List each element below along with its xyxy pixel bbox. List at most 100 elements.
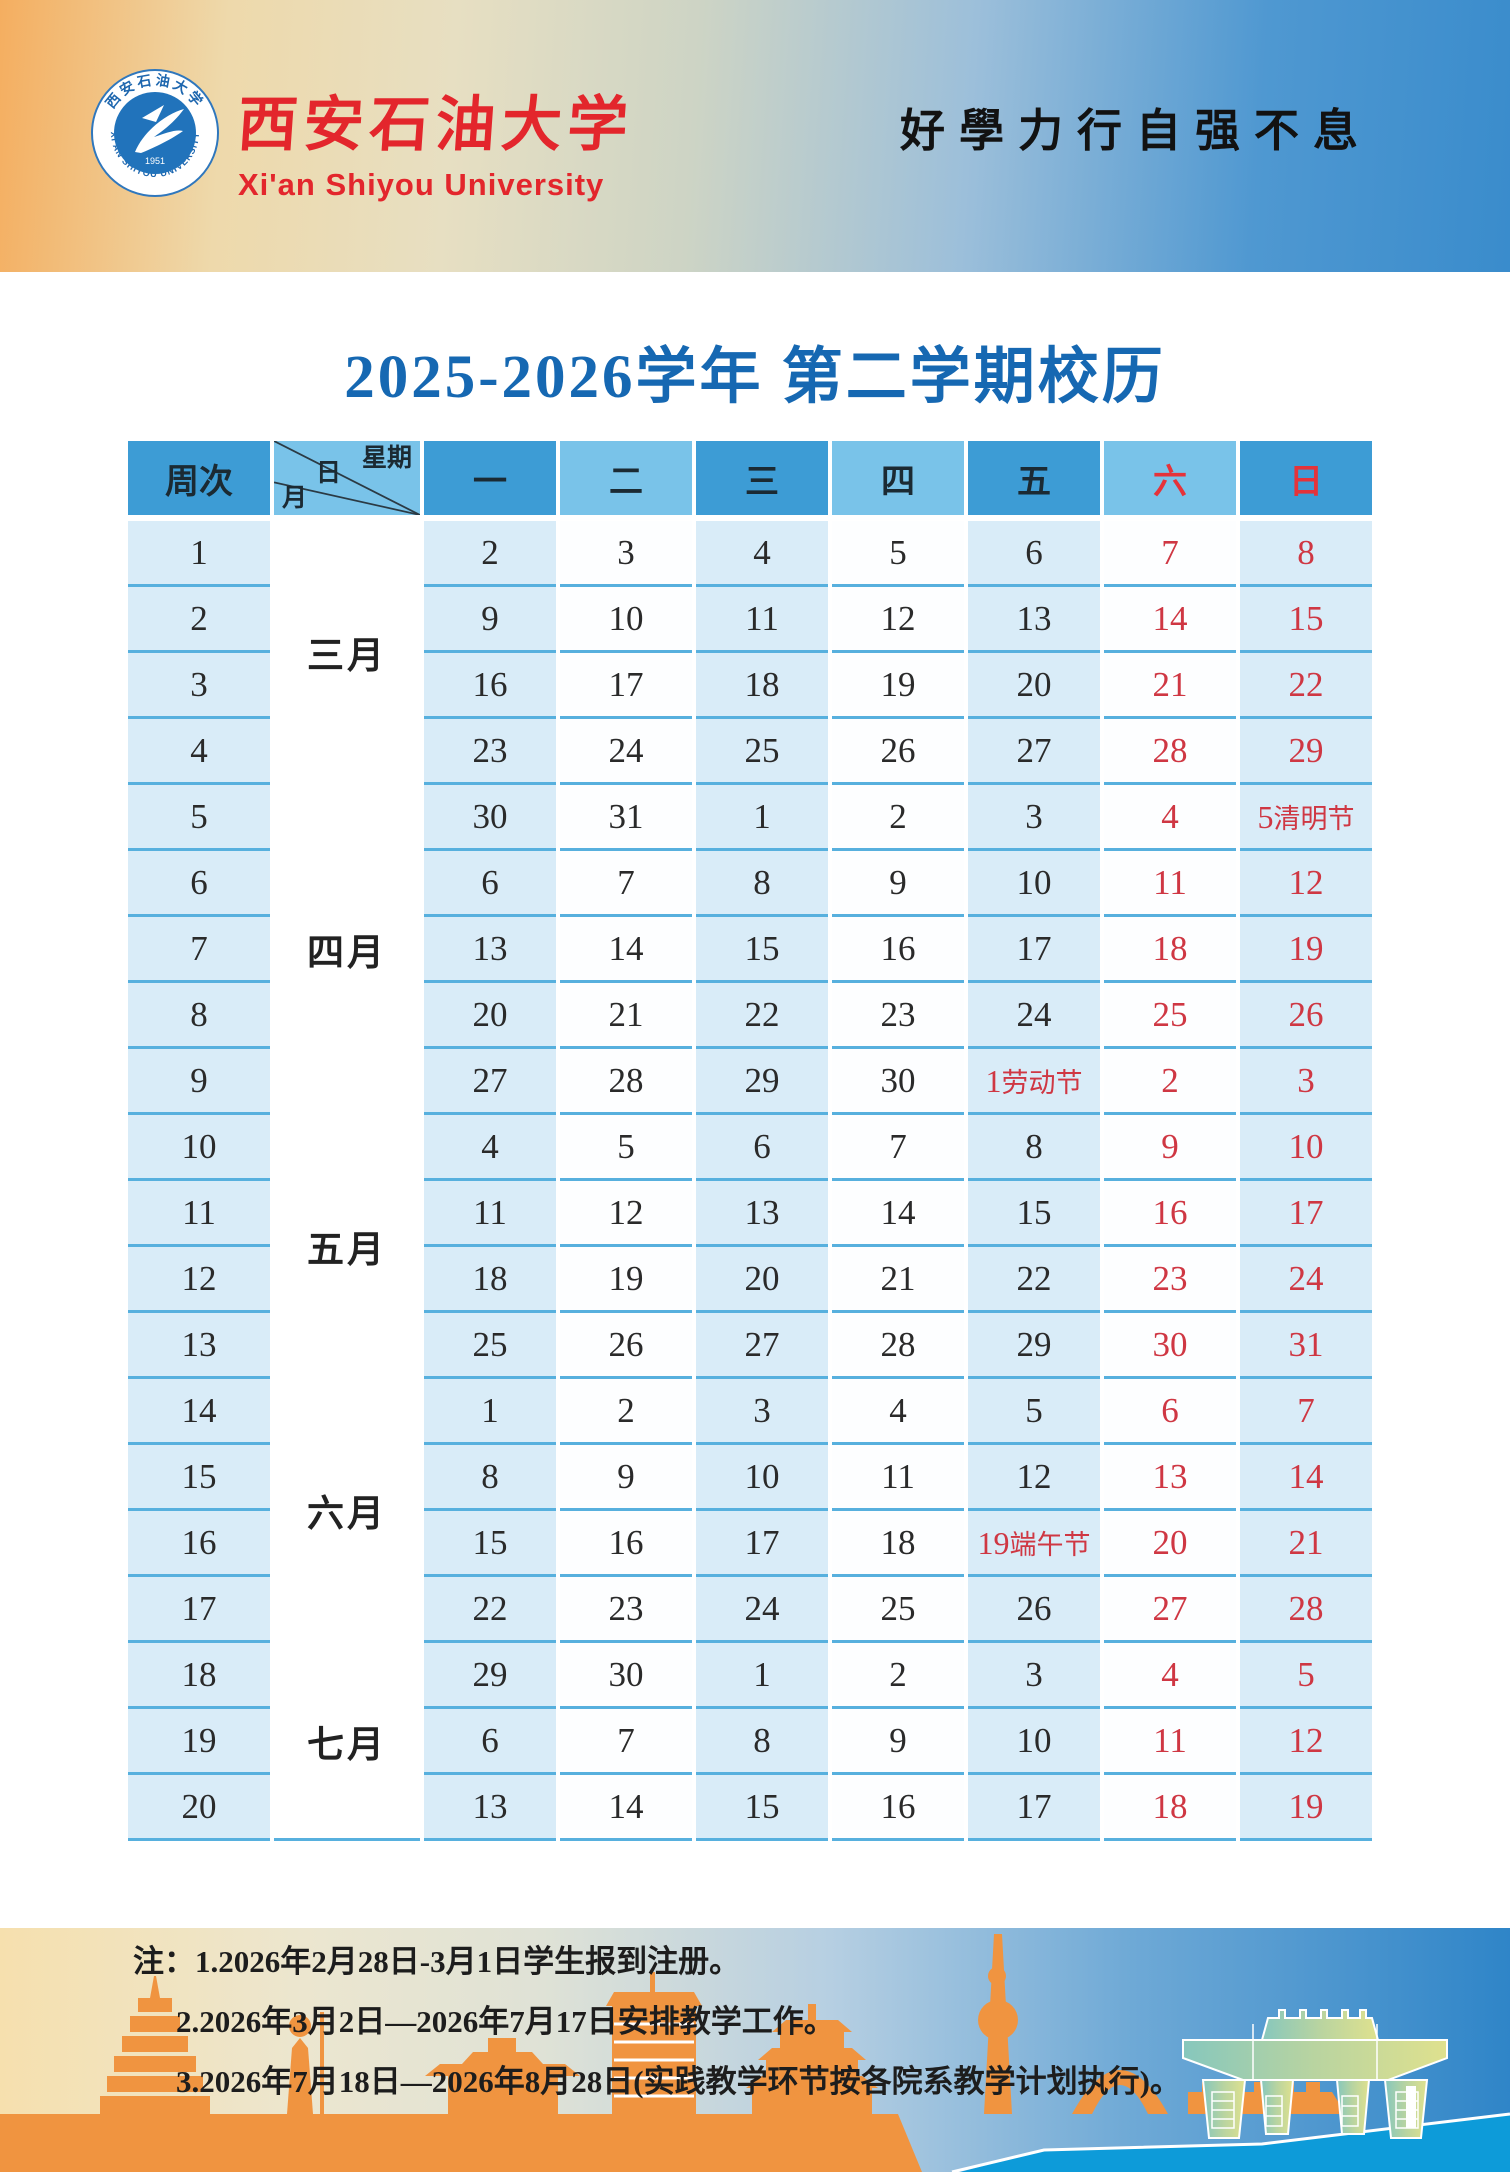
date-cell: 9 — [424, 587, 556, 653]
date-cell: 5 — [832, 521, 964, 587]
date-cell: 26 — [832, 719, 964, 785]
date-cell: 4 — [1104, 785, 1236, 851]
date-cell: 25 — [696, 719, 828, 785]
university-motto: 好學力行自强不息 — [900, 106, 1373, 156]
date-number: 7 — [1297, 1390, 1315, 1430]
date-number: 18 — [1152, 1786, 1188, 1826]
date-cell: 3 — [560, 521, 692, 587]
date-number: 18 — [744, 664, 780, 704]
date-cell: 21 — [560, 983, 692, 1049]
date-number: 5 — [1297, 1654, 1315, 1694]
date-cell: 9 — [1104, 1115, 1236, 1181]
diag-label-day: 日 — [316, 460, 342, 487]
date-number: 10 — [1288, 1126, 1324, 1166]
date-number: 6 — [753, 1126, 771, 1166]
date-cell: 15 — [696, 917, 828, 983]
date-number: 26 — [1016, 1588, 1052, 1628]
date-number: 19 — [1288, 928, 1324, 968]
date-number: 17 — [608, 664, 644, 704]
date-number: 14 — [880, 1192, 916, 1232]
date-number: 16 — [1152, 1192, 1188, 1232]
date-cell: 17 — [968, 917, 1100, 983]
date-cell: 11 — [424, 1181, 556, 1247]
date-cell: 12 — [832, 587, 964, 653]
date-cell: 1 — [696, 785, 828, 851]
date-number: 6 — [481, 862, 499, 902]
date-number: 18 — [472, 1258, 508, 1298]
calendar-table: 周次 星期日月一二三四五六日 1 三月 2 3 4 5 6 7 8 2 9 10 11 12 13 14 15 3 16… — [124, 441, 1376, 1841]
date-number: 17 — [744, 1522, 780, 1562]
date-cell: 5 — [560, 1115, 692, 1181]
date-number: 3 — [617, 532, 635, 572]
date-cell: 24 — [560, 719, 692, 785]
date-number: 12 — [1016, 1456, 1052, 1496]
calendar-header-row: 周次 星期日月一二三四五六日 — [128, 441, 1372, 521]
date-number: 1 — [481, 1390, 499, 1430]
date-cell: 19端午节 — [968, 1511, 1100, 1577]
week-number-cell: 9 — [128, 1049, 270, 1115]
date-number: 10 — [608, 598, 644, 638]
date-cell: 7 — [560, 851, 692, 917]
week-row: 16 15 16 17 18 19端午节 20 21 — [128, 1511, 1372, 1577]
date-number: 11 — [881, 1456, 915, 1496]
tower-stripes — [614, 2022, 694, 2098]
date-cell: 25 — [424, 1313, 556, 1379]
date-number: 16 — [472, 664, 508, 704]
date-number: 23 — [880, 994, 916, 1034]
date-cell: 20 — [424, 983, 556, 1049]
date-cell: 2 — [1104, 1049, 1236, 1115]
logo-year: 1951 — [145, 156, 165, 166]
week-row: 6 6 7 8 9 10 11 12 — [128, 851, 1372, 917]
week-number-cell: 11 — [128, 1181, 270, 1247]
date-cell: 23 — [560, 1577, 692, 1643]
date-cell: 29 — [696, 1049, 828, 1115]
date-number: 12 — [1288, 862, 1324, 902]
date-number: 11 — [745, 598, 779, 638]
week-row: 8 20 21 22 23 24 25 26 — [128, 983, 1372, 1049]
header-day-6: 六 — [1104, 441, 1236, 521]
date-cell: 10 — [560, 587, 692, 653]
university-gate-illustration — [1182, 2009, 1448, 2139]
date-number: 8 — [753, 862, 771, 902]
date-cell: 30 — [1104, 1313, 1236, 1379]
date-number: 11 — [473, 1192, 507, 1232]
week-number-cell: 13 — [128, 1313, 270, 1379]
date-number: 8 — [1025, 1126, 1043, 1166]
diag-label-month: 月 — [282, 485, 308, 512]
date-number: 10 — [744, 1456, 780, 1496]
date-cell: 16 — [560, 1511, 692, 1577]
date-cell: 14 — [560, 917, 692, 983]
date-number: 11 — [1153, 862, 1187, 902]
holiday-label: 清明节 — [1273, 803, 1355, 834]
date-cell: 23 — [1104, 1247, 1236, 1313]
date-number: 27 — [472, 1060, 508, 1100]
date-number: 4 — [1161, 796, 1179, 836]
date-number: 15 — [1288, 598, 1324, 638]
date-cell: 17 — [696, 1511, 828, 1577]
date-cell: 3 — [1240, 1049, 1372, 1115]
date-number: 31 — [608, 796, 644, 836]
date-number: 22 — [1016, 1258, 1052, 1298]
date-number: 6 — [481, 1720, 499, 1760]
date-cell: 18 — [696, 653, 828, 719]
week-row: 18 七月 29 30 1 2 3 4 5 — [128, 1643, 1372, 1841]
date-number: 22 — [1288, 664, 1324, 704]
week-number-cell: 19 — [128, 1709, 270, 1775]
date-cell: 4 — [832, 1379, 964, 1445]
date-cell: 16 — [832, 1775, 964, 1841]
date-cell: 31 — [1240, 1313, 1372, 1379]
date-cell: 28 — [1240, 1577, 1372, 1643]
date-number: 19 — [977, 1524, 1010, 1561]
date-cell: 10 — [968, 1709, 1100, 1775]
date-cell: 4 — [424, 1115, 556, 1181]
diag-label-weekday: 星期 — [361, 445, 412, 472]
week-number-cell: 4 — [128, 719, 270, 785]
date-cell: 28 — [560, 1049, 692, 1115]
date-number: 7 — [617, 862, 635, 902]
date-cell: 17 — [1240, 1181, 1372, 1247]
date-cell: 8 — [696, 851, 828, 917]
date-number: 24 — [1288, 1258, 1324, 1298]
date-cell: 9 — [560, 1445, 692, 1511]
date-number: 17 — [1016, 1786, 1052, 1826]
date-cell: 15 — [968, 1181, 1100, 1247]
